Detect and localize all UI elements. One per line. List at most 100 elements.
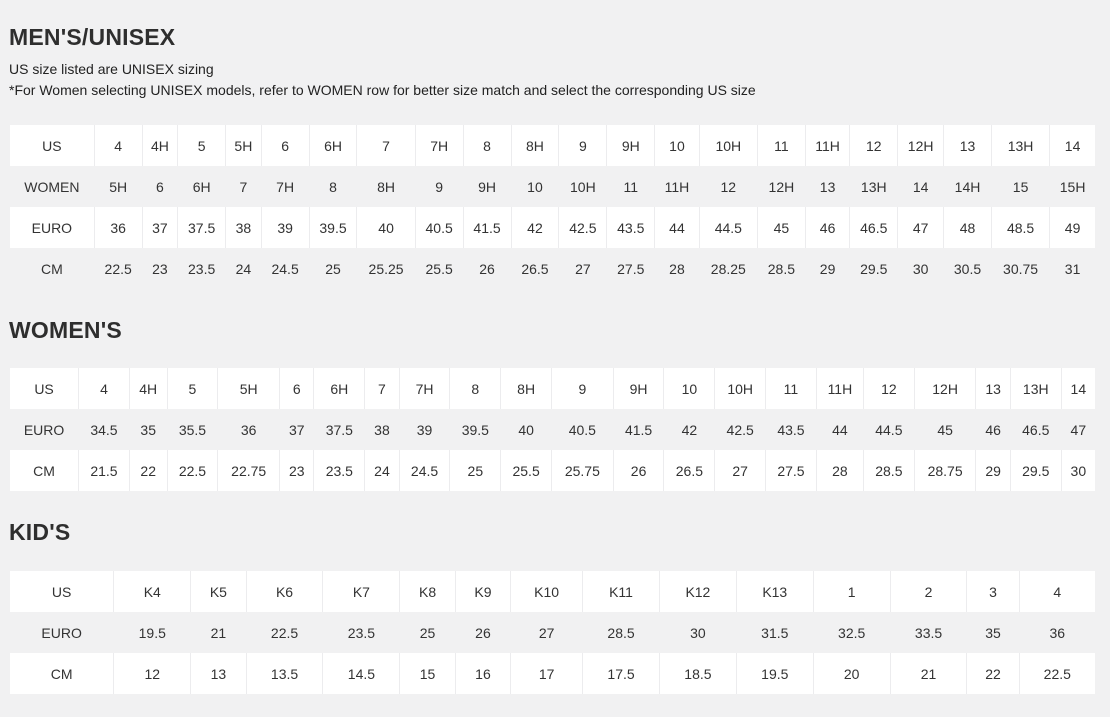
size-cell: 3 (966, 571, 1020, 612)
size-cell: 6 (141, 166, 178, 207)
size-cell: 18.5 (658, 653, 737, 694)
size-cell: 33.5 (889, 612, 967, 653)
size-cell: 9 (558, 125, 607, 166)
size-cell: 8H (356, 166, 416, 207)
size-cell: 6 (279, 368, 314, 409)
size-cell: 7H (260, 166, 310, 207)
size-cell: 5H (217, 368, 280, 409)
size-cell: 26 (454, 612, 511, 653)
size-cell: 36 (93, 207, 143, 248)
size-row-us: US 4 4H 5 5H 6 6H 7 7H 8 8H 9 9H 10 10H 11 11H 12 12H 13 13H… (10, 125, 1095, 166)
row-header: EURO (10, 207, 95, 248)
size-cell: 28 (654, 248, 700, 289)
size-cell: 24 (364, 450, 400, 491)
size-cell: 35 (128, 409, 168, 450)
size-cell: 24.5 (398, 450, 450, 491)
size-cell: 25.5 (500, 450, 552, 491)
size-cell: 40 (500, 409, 552, 450)
size-cell: 26 (462, 248, 511, 289)
size-cell: 12H (897, 125, 944, 166)
unisex-note: US size listed are UNISEX sizing (9, 61, 214, 77)
size-cell: 11 (756, 125, 806, 166)
size-cell: 41.5 (462, 207, 511, 248)
size-cell: 28.75 (913, 450, 976, 491)
size-cell: 46 (975, 409, 1011, 450)
row-header: US (10, 571, 114, 612)
size-cell: 15H (1049, 166, 1095, 207)
row-header: US (10, 368, 79, 409)
size-cell: 28.25 (698, 248, 758, 289)
size-cell: K8 (399, 571, 456, 612)
size-cell: 26.5 (663, 450, 715, 491)
size-cell: 29 (804, 248, 850, 289)
size-cell: 17.5 (582, 653, 660, 694)
size-cell: 22.5 (166, 450, 218, 491)
size-cell: 37 (141, 207, 178, 248)
size-cell: 27.5 (606, 248, 655, 289)
size-cell: 34.5 (78, 409, 130, 450)
size-cell: 19.5 (735, 653, 814, 694)
size-cell: 48 (943, 207, 992, 248)
size-cell: 27 (558, 248, 607, 289)
size-cell: 38 (364, 409, 400, 450)
size-cell: 11H (654, 166, 700, 207)
kids-section-title: KID'S (9, 519, 71, 545)
row-header: CM (10, 653, 114, 694)
size-cell: 30 (658, 612, 737, 653)
size-cell: 10H (558, 166, 607, 207)
size-cell: 9 (414, 166, 464, 207)
size-cell: 13H (990, 125, 1050, 166)
womens-section-title: WOMEN'S (9, 317, 122, 343)
size-cell: 20 (812, 653, 891, 694)
size-cell: 5H (93, 166, 143, 207)
size-cell: 22.5 (93, 248, 143, 289)
size-cell: K5 (190, 571, 247, 612)
size-cell: 22.75 (217, 450, 280, 491)
row-header: EURO (10, 409, 79, 450)
size-cell: 26.5 (510, 248, 559, 289)
size-cell: 22 (966, 653, 1020, 694)
size-cell: 37.5 (313, 409, 365, 450)
size-cell: 43.5 (606, 207, 655, 248)
size-cell: 23 (279, 450, 314, 491)
size-cell: 27 (510, 612, 583, 653)
size-cell: 14H (943, 166, 992, 207)
mens-size-table: US 4 4H 5 5H 6 6H 7 7H 8 8H 9 9H 10 10H 11 11H 12 12H 13 13H… (10, 125, 1095, 289)
size-cell: 11 (606, 166, 655, 207)
size-cell: 10 (654, 125, 700, 166)
size-cell: 21.5 (78, 450, 130, 491)
size-cell: 44 (654, 207, 700, 248)
size-cell: 25 (449, 450, 501, 491)
size-cell: 31 (1049, 248, 1095, 289)
size-cell: 12 (698, 166, 758, 207)
size-cell: 16 (454, 653, 511, 694)
size-cell: 36 (217, 409, 280, 450)
size-cell: 9H (462, 166, 511, 207)
size-row-euro: EURO 34.5 35 35.5 36 37 37.5 38 39 39.5 40 40.5 41.5… (10, 409, 1095, 450)
size-cell: 26 (612, 450, 664, 491)
size-cell: 24 (225, 248, 262, 289)
size-cell: 5 (177, 125, 226, 166)
size-cell: 40 (356, 207, 416, 248)
size-cell: K4 (113, 571, 191, 612)
size-cell: 19.5 (113, 612, 191, 653)
size-cell: 27.5 (765, 450, 817, 491)
size-cell: 10 (663, 368, 715, 409)
size-cell: 46.5 (1009, 409, 1062, 450)
size-row-cm: CM 12 13 13.5 14.5 15 16 17 17.5 18.5 19.5 20 21 22 22… (10, 653, 1095, 694)
size-cell: 7 (225, 166, 262, 207)
size-cell: 21 (190, 612, 247, 653)
womens-size-table: US 4 4H 5 5H 6 6H 7 7H 8 8H 9 9H 10 10H 11 11H 12 12H 13 13H… (10, 368, 1095, 491)
size-cell: 13H (1009, 368, 1062, 409)
size-cell: 23.5 (177, 248, 226, 289)
size-cell: 4 (1018, 571, 1095, 612)
size-cell: 9H (612, 368, 664, 409)
size-cell: 8H (500, 368, 552, 409)
size-row-euro: EURO 36 37 37.5 38 39 39.5 40 40.5 41.5 42 42.5 43.5… (10, 207, 1095, 248)
size-cell: 47 (897, 207, 944, 248)
size-cell: 8 (462, 125, 511, 166)
size-cell: 25.25 (356, 248, 416, 289)
size-cell: 23.5 (313, 450, 365, 491)
kids-size-table: US K4 K5 K6 K7 K8 K9 K10 K11 K12 K13 1 2 3 4 EURO 19.5 21… (10, 571, 1095, 694)
size-cell: 9H (606, 125, 655, 166)
